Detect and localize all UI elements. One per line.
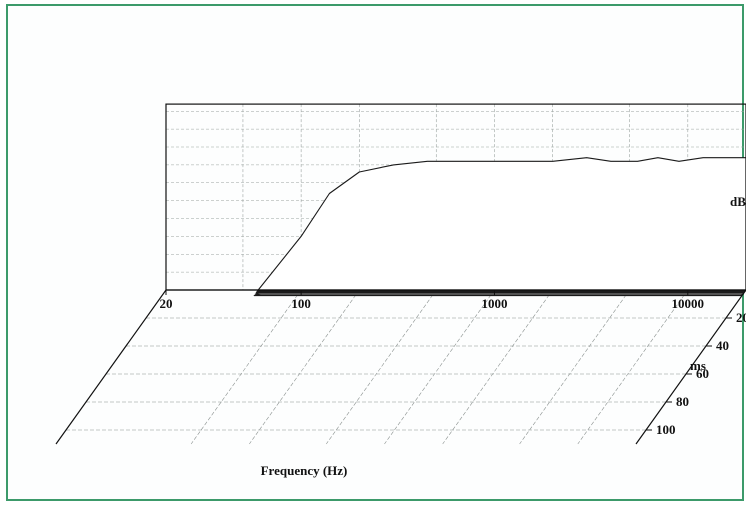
left-depth-edge <box>55 289 167 445</box>
floor-grid-line-f-2 <box>326 289 437 445</box>
plot-frame <box>55 103 746 445</box>
floor-edge <box>166 289 746 445</box>
z-tick-label-2: 60 <box>696 366 709 381</box>
floor-grid <box>66 289 746 445</box>
floor-grid-line-f-1 <box>249 289 360 445</box>
z-tick-label-3: 80 <box>676 394 689 409</box>
floor-grid-line-f-4 <box>442 289 553 445</box>
x-axis-title: Frequency (Hz) <box>261 463 348 478</box>
floor-grid-line-f-6 <box>577 289 689 445</box>
z-tick-label-4: 100 <box>656 422 676 437</box>
y-axis-title: dB <box>730 194 746 209</box>
x-tick-label-0: 20 <box>160 296 173 311</box>
x-tick-label-2: 1000 <box>481 296 507 311</box>
floor-grid-line-f-3 <box>384 289 495 445</box>
back-wall-frame <box>165 103 746 291</box>
floor-grid-line-f-0 <box>190 289 302 445</box>
floor-grid-line-f-5 <box>519 289 630 445</box>
x-tick-label-3: 10000 <box>672 296 705 311</box>
z-tick-label-0: 20 <box>736 310 746 325</box>
x-axis-ticks: 20 100 1000 10000 <box>160 290 705 311</box>
z-tick-label-1: 40 <box>716 338 729 353</box>
slice-0ms <box>257 157 746 291</box>
waterfall-slices <box>253 157 746 297</box>
z-axis-title: ms <box>690 358 706 373</box>
x-tick-label-1: 100 <box>291 296 311 311</box>
